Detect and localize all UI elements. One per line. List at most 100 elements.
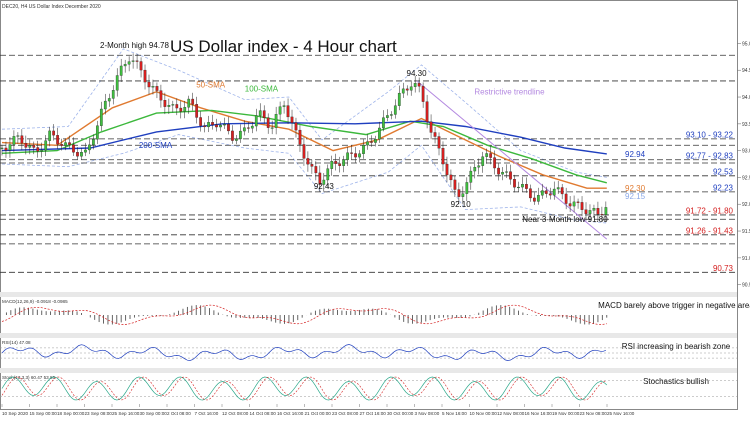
candle-body: [40, 149, 44, 152]
indicator-header: MACD(12,26,9) -0.0918 -0.0985: [2, 299, 68, 304]
candle-body: [111, 90, 115, 99]
candle-body: [139, 61, 143, 71]
candle-body: [548, 193, 552, 196]
x-tick-label: 23 Sep 08:00: [85, 411, 113, 416]
candle-body: [179, 107, 183, 112]
series-label: 50-SMA: [196, 80, 226, 89]
level-label: 92.23: [713, 183, 734, 192]
x-tick-label: 19 Nov 00:00: [552, 411, 580, 416]
candle-body: [88, 144, 91, 151]
chart-title: US Dollar index - 4 Hour chart: [170, 37, 397, 56]
candle-body: [358, 153, 361, 158]
candle-body: [195, 104, 199, 118]
candle-body: [421, 86, 425, 102]
x-tick-label: 25 Nov 16:00: [607, 411, 635, 416]
candle-body: [207, 122, 210, 128]
candle-body: [12, 136, 16, 145]
candle-body: [175, 104, 179, 109]
series-line-50-sma: [1, 90, 607, 189]
x-tick-label: 12 Oct 08:00: [222, 411, 249, 416]
candle-body: [223, 124, 226, 126]
candle-body: [409, 86, 413, 91]
candle-body: [127, 61, 131, 65]
candle-body: [36, 147, 40, 152]
candle-body: [370, 141, 373, 143]
candle-body: [568, 203, 572, 207]
candle-body: [588, 210, 592, 214]
candle-body: [183, 107, 187, 112]
candle-body: [235, 138, 238, 141]
x-tick-label: 14 Oct 08:00: [250, 411, 277, 416]
candle-body: [576, 201, 580, 203]
candle-body: [147, 81, 151, 88]
candle-body: [338, 163, 342, 166]
candle-body: [115, 75, 119, 91]
candle-body: [552, 188, 556, 196]
series-end-label: 92.30: [625, 184, 646, 193]
candle-body: [413, 83, 417, 87]
candle-body: [529, 188, 532, 199]
restrictive-trendline: [416, 80, 608, 240]
bollinger-upper-line: [1, 48, 607, 178]
stoch-k-line: [1, 376, 608, 401]
x-tick-label: 30 Oct 00:00: [387, 411, 414, 416]
candle-body: [461, 193, 465, 197]
candle-body: [199, 117, 202, 126]
candle-body: [56, 135, 59, 145]
candle-body: [544, 190, 548, 194]
candle-body: [489, 153, 493, 158]
panel-separator: [0, 368, 737, 373]
candle-body: [445, 163, 449, 176]
x-tick-label: 23 Oct 08:00: [332, 411, 359, 416]
x-tick-label: 10 Sep 2020: [2, 411, 29, 416]
candle-body: [354, 153, 357, 158]
candle-body: [227, 124, 230, 132]
candle-body: [119, 65, 123, 76]
frame: [0, 0, 738, 410]
y-tick-label: 94.00: [742, 95, 750, 101]
stoch-d-line: [1, 376, 607, 401]
y-tick-label: 90.50: [742, 283, 750, 289]
candle-body: [219, 124, 222, 128]
indicator-header: RSI(14) 47.08: [2, 340, 31, 345]
candle-body: [8, 144, 12, 151]
candle-body: [386, 115, 389, 118]
candle-body: [584, 209, 588, 214]
candle-body: [92, 139, 95, 146]
candle-body: [425, 101, 429, 122]
candle-body: [382, 117, 385, 129]
price-annotation: 2-Month high 94.78: [100, 41, 169, 50]
candle-body: [477, 165, 481, 168]
candle-body: [405, 88, 409, 91]
candle-body: [203, 125, 206, 128]
y-tick-label: 91.00: [742, 256, 750, 262]
series-label: 200-SMA: [139, 141, 173, 150]
candle-body: [99, 108, 103, 126]
candle-body: [362, 144, 365, 154]
candle-body: [540, 190, 544, 196]
candle-body: [429, 121, 433, 133]
candle-body: [84, 149, 87, 153]
candle-body: [270, 127, 274, 129]
candle-body: [266, 117, 270, 128]
candle-body: [592, 208, 596, 211]
candle-body: [560, 187, 564, 195]
candle-body: [580, 202, 584, 210]
candle-body: [330, 161, 334, 169]
candle-body: [326, 168, 330, 181]
level-label: 93.10 - 93.22: [686, 130, 734, 139]
candle-body: [306, 158, 310, 165]
candle-body: [449, 174, 453, 181]
candle-body: [536, 195, 540, 202]
x-tick-label: 2 Oct 08:00: [167, 411, 191, 416]
candle-body: [525, 184, 528, 189]
candle-body: [533, 197, 536, 202]
candle-body: [302, 144, 306, 159]
x-tick-label: 18 Sep 00:00: [57, 411, 85, 416]
candle-body: [417, 83, 421, 87]
indicator-note: Stochastics bullish: [643, 377, 709, 386]
candle-body: [159, 90, 163, 101]
candle-body: [16, 135, 20, 137]
indicator-note: MACD barely above trigger in negative ar…: [598, 301, 750, 310]
